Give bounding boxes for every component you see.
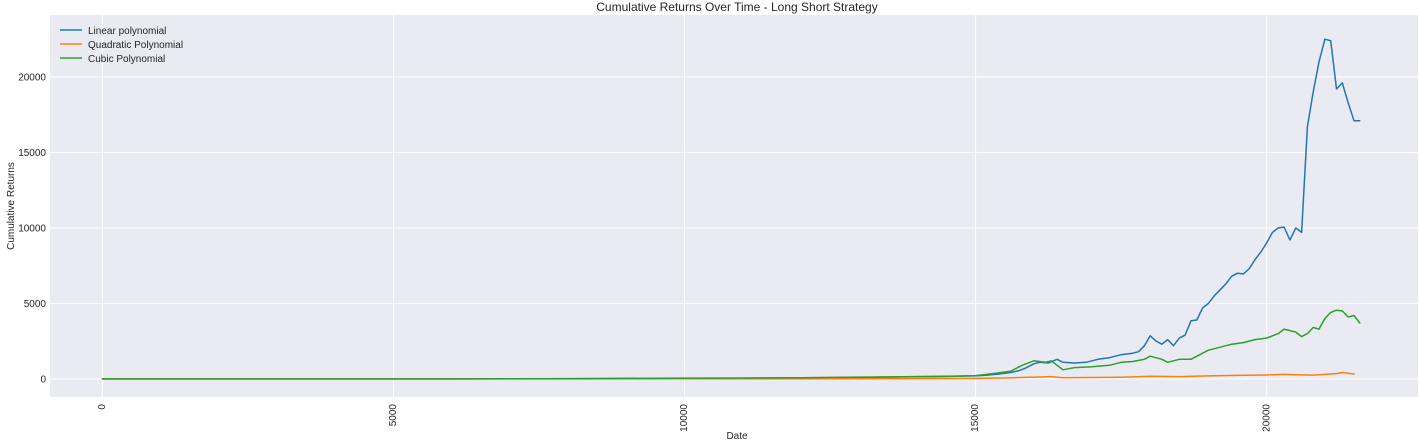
x-tick-label: 5000 — [388, 404, 399, 427]
y-tick-label: 0 — [40, 374, 46, 385]
chart-title: Cumulative Returns Over Time - Long Shor… — [596, 0, 877, 14]
y-axis-label: Cumulative Returns — [6, 162, 17, 250]
y-tick-label: 15000 — [18, 148, 46, 159]
y-tick-label: 10000 — [18, 223, 46, 234]
x-gridlines — [101, 15, 1268, 397]
legend-item-linear: Linear polynomial — [60, 26, 166, 37]
legend-label-cubic: Cubic Polynomial — [88, 54, 165, 65]
series-lines — [101, 38, 1361, 380]
x-tick-labels: 0 5000 10000 15000 20000 — [97, 404, 1272, 432]
legend-item-quadratic: Quadratic Polynomial — [60, 40, 183, 51]
x-tick-label: 10000 — [679, 404, 690, 432]
x-tick-label: 0 — [97, 404, 108, 410]
legend: Linear polynomial Quadratic Polynomial C… — [60, 26, 183, 65]
y-tick-label: 20000 — [18, 72, 46, 83]
legend-item-cubic: Cubic Polynomial — [60, 54, 165, 65]
plot-area — [50, 15, 1418, 397]
x-tick-label: 20000 — [1261, 404, 1272, 432]
series-line-quadratic — [101, 371, 1355, 380]
y-tick-labels: 0 5000 10000 15000 20000 — [18, 72, 46, 385]
y-tick-label: 5000 — [24, 299, 47, 310]
series-line-cubic — [101, 309, 1361, 380]
x-axis-label: Date — [726, 431, 748, 441]
legend-label-linear: Linear polynomial — [88, 26, 166, 37]
x-tick-label: 15000 — [970, 404, 981, 432]
legend-label-quadratic: Quadratic Polynomial — [88, 40, 183, 51]
